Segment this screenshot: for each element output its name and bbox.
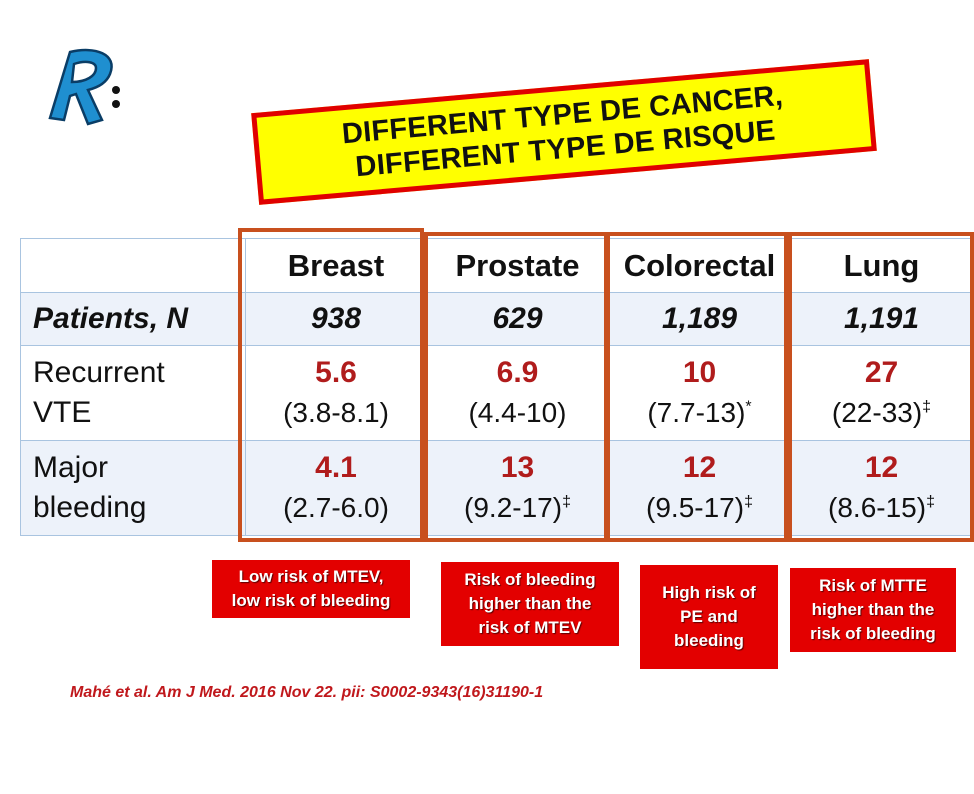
risk-table: Breast Prostate Colorectal Lung Patients… [20,238,973,536]
note-line: High risk of [662,583,756,602]
note-line: Risk of MTTE [819,576,927,595]
ci-text: (4.4-10) [468,397,567,428]
note-colorectal: High risk of PE and bleeding [640,565,778,669]
major-bleeding-label: Major bleeding [20,440,246,536]
highlight-box-lung [788,232,974,542]
patients-lung: 1,191 [790,292,973,346]
major-bleeding-label-line-1: Major [33,451,109,484]
bleeding-ci: (8.6-15)‡ [791,488,972,528]
citation: Mahé et al. Am J Med. 2016 Nov 22. pii: … [70,684,544,701]
ci-text: (7.7-13) [647,397,746,428]
note-line: PE and [680,607,738,626]
vte-value: 10 [682,356,717,389]
highlight-box-prostate [424,232,608,542]
note-prostate: Risk of bleeding higher than the risk of M… [441,562,619,646]
bleeding-ci: (9.2-17)‡ [427,488,608,528]
note-line: Low risk of MTEV, [238,567,384,586]
ci-mark: ‡ [926,493,935,511]
note-line: bleeding [674,631,744,650]
ci-text: (2.7-6.0) [283,492,389,523]
vte-ci: (4.4-10) [427,393,608,433]
note-line: low risk of bleeding [231,591,391,610]
note-line: higher than the [468,594,592,613]
vte-cell-colorectal: 10 (7.7-13)* [608,345,791,441]
bleeding-cell-breast: 4.1 (2.7-6.0) [245,440,427,536]
bleeding-ci: (9.5-17)‡ [609,488,790,528]
ci-text: (9.2-17) [464,492,563,523]
note-lung: Risk of MTTE higher than the risk of bleed… [790,568,956,652]
ci-mark: ‡ [922,398,932,416]
highlight-box-colorectal [606,232,788,542]
bleeding-value: 12 [682,451,717,484]
note-line: Risk of bleeding [464,570,596,589]
vte-cell-prostate: 6.9 (4.4-10) [426,345,609,441]
ci-text: (22-33) [831,397,923,428]
highlight-box-breast [238,228,424,542]
vte-cell-lung: 27 (22-33)‡ [790,345,973,441]
header-empty-cell [20,238,246,293]
bleeding-value: 13 [500,451,535,484]
vte-cell-breast: 5.6 (3.8-8.1) [245,345,427,441]
recurrent-vte-row: Recurrent VTE 5.6 (3.8-8.1) 6.9 (4.4-10)… [20,345,973,441]
vte-ci: (3.8-8.1) [246,393,426,433]
header-colorectal: Colorectal [608,238,791,293]
ci-text: (8.6-15) [828,492,927,523]
major-bleeding-label-line-2: bleeding [33,491,147,524]
patients-label: Patients, N [20,292,246,346]
bleeding-cell-colorectal: 12 (9.5-17)‡ [608,440,791,536]
vte-value: 6.9 [496,356,539,389]
header-row: Breast Prostate Colorectal Lung [20,238,973,293]
bleeding-value: 4.1 [315,451,357,484]
r-logo-icon [48,48,120,126]
header-prostate: Prostate [426,238,609,293]
vte-ci: (22-33)‡ [791,393,972,433]
bleeding-ci: (2.7-6.0) [246,488,426,528]
ci-mark: * [745,398,752,416]
major-bleeding-row: Major bleeding 4.1 (2.7-6.0) 13 (9.2-17)… [20,440,973,536]
vte-ci: (7.7-13)* [609,393,790,433]
note-breast: Low risk of MTEV, low risk of bleeding [212,560,410,618]
title-banner: DIFFERENT TYPE DE CANCER, DIFFERENT TYPE… [251,59,877,205]
note-line: risk of bleeding [810,624,936,643]
note-line: higher than the [811,600,935,619]
recurrent-vte-label-line-2: VTE [33,396,92,429]
note-line: risk of MTEV [478,618,582,637]
bleeding-value: 12 [864,451,899,484]
vte-value: 5.6 [315,356,357,389]
bleeding-cell-prostate: 13 (9.2-17)‡ [426,440,609,536]
header-lung: Lung [790,238,973,293]
ci-mark: ‡ [562,493,571,511]
patients-breast: 938 [245,292,427,346]
vte-value: 27 [864,356,899,389]
ci-text: (3.8-8.1) [283,397,389,428]
recurrent-vte-label: Recurrent VTE [20,345,246,441]
ci-text: (9.5-17) [646,492,745,523]
bleeding-cell-lung: 12 (8.6-15)‡ [790,440,973,536]
recurrent-vte-label-line-1: Recurrent [33,356,165,389]
ci-mark: ‡ [744,493,753,511]
patients-prostate: 629 [426,292,609,346]
